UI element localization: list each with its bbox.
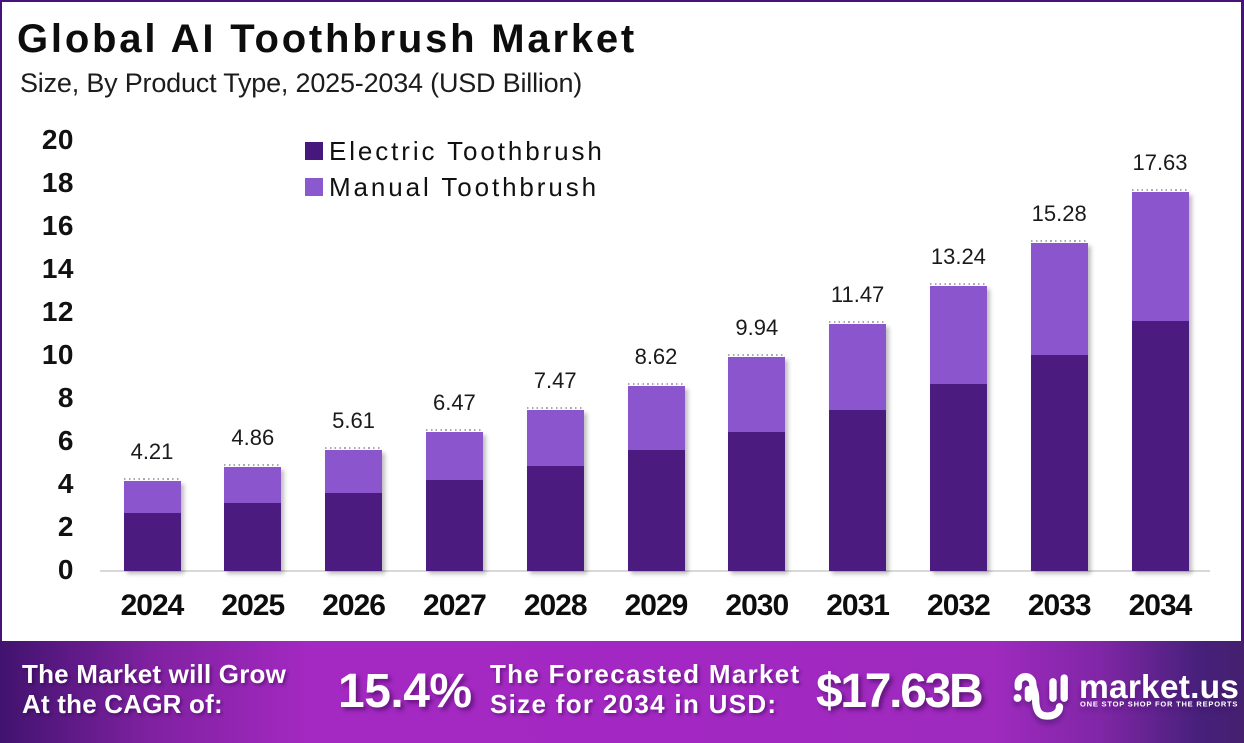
svg-text:market.us: market.us [1079, 669, 1239, 706]
svg-text:ONE STOP SHOP FOR THE REPORTS: ONE STOP SHOP FOR THE REPORTS [1080, 700, 1238, 709]
